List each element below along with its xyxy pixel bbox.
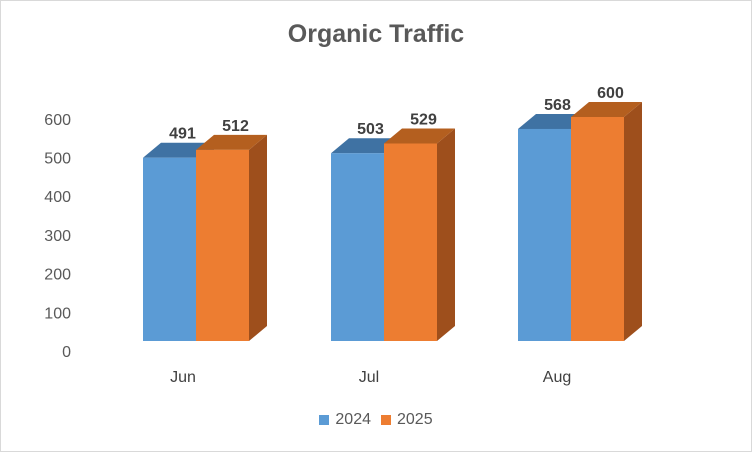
legend-label-2024: 2024 xyxy=(335,411,371,428)
x-tick-label: Jul xyxy=(359,369,379,386)
bar-top xyxy=(384,128,455,144)
bar-side xyxy=(624,102,642,341)
x-tick-label: Jun xyxy=(170,369,196,386)
legend-swatch-2025 xyxy=(381,415,391,425)
y-tick-label: 0 xyxy=(62,344,71,361)
data-label: 512 xyxy=(222,118,249,135)
bar-side xyxy=(437,128,455,341)
bar-front xyxy=(196,149,249,341)
legend-item-2025: 2025 xyxy=(381,411,433,429)
bar-2025-jul xyxy=(384,128,455,341)
y-tick-label: 100 xyxy=(44,305,71,322)
legend-item-2024: 2024 xyxy=(319,411,371,429)
chart-title: Organic Traffic xyxy=(287,20,465,48)
data-label: 503 xyxy=(357,121,384,138)
legend-swatch-2024 xyxy=(319,415,330,425)
bar-2025-aug xyxy=(571,102,642,341)
data-label: 600 xyxy=(597,85,624,102)
y-tick-label: 300 xyxy=(44,228,71,245)
bar-top xyxy=(196,134,267,150)
y-tick-label: 600 xyxy=(44,112,71,129)
data-label: 491 xyxy=(169,126,196,143)
y-tick-label: 500 xyxy=(44,151,71,168)
x-tick-label: Aug xyxy=(543,369,571,386)
bar-front xyxy=(518,128,571,341)
legend-label-2025: 2025 xyxy=(397,411,433,428)
bar-front xyxy=(331,153,384,341)
data-label: 529 xyxy=(410,112,437,129)
y-tick-label: 400 xyxy=(44,189,71,206)
bar-front xyxy=(143,157,196,341)
y-tick-label: 200 xyxy=(44,267,71,284)
bar-front xyxy=(571,117,624,341)
data-label: 568 xyxy=(544,97,571,114)
bar-top xyxy=(571,102,642,117)
bar-side xyxy=(249,134,267,341)
bar-front xyxy=(384,143,437,341)
bar-2025-jun xyxy=(196,134,267,341)
legend: 2024 2025 xyxy=(0,411,752,429)
